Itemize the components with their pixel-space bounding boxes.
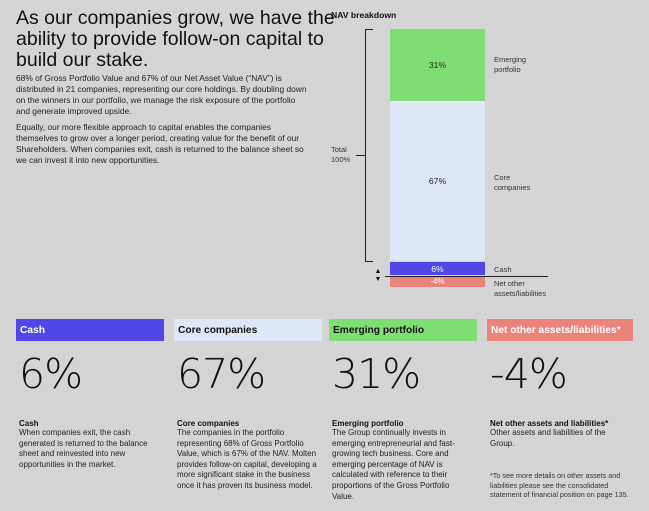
card-header: Emerging portfolio xyxy=(329,319,477,341)
card-header: Core companies xyxy=(174,319,322,341)
legend-net-line1: Net other xyxy=(494,279,525,288)
total-label-text: Total xyxy=(331,145,347,154)
legend-cash: Cash xyxy=(494,265,512,274)
bar-segment-cash: 6% xyxy=(390,262,485,275)
card-body: The Group continually invests in emergin… xyxy=(332,428,455,501)
footnote: *To see more details on other assets and… xyxy=(490,471,629,500)
chart-title: NAV breakdown xyxy=(331,10,397,20)
intro-paragraph-2: Equally, our more flexible approach to c… xyxy=(16,122,304,165)
card-body: When companies exit, the cash generated … xyxy=(19,428,148,469)
card-body-title: Net other assets and liabilities* xyxy=(490,419,609,428)
intro-paragraph-1: 68% of Gross Portfolio Value and 67% of … xyxy=(16,73,307,116)
legend-emerging: Emerging portfolio xyxy=(494,55,526,74)
card-body: Other assets and liabilities of the Grou… xyxy=(490,428,606,448)
card-percentage: 31% xyxy=(332,350,421,398)
card-net-other: Net other assets/liabilities* -4% Net ot… xyxy=(487,319,633,500)
legend-emerging-line2: portfolio xyxy=(494,64,521,74)
bar-segment-emerging: 31% xyxy=(390,29,485,101)
card-core-companies: Core companies 67% Core companies The co… xyxy=(174,319,322,492)
up-down-arrow-icon: ▲ ▼ xyxy=(373,268,383,284)
card-header: Net other assets/liabilities* xyxy=(487,319,633,341)
total-label-value: 100% xyxy=(331,155,351,164)
total-bracket-tick xyxy=(356,155,365,156)
legend-net: Net other assets/liabilities xyxy=(494,279,546,298)
card-percentage: -4% xyxy=(490,350,568,398)
legend-emerging-line1: Emerging xyxy=(494,55,527,64)
legend-core-line1: Core xyxy=(494,173,511,182)
total-label: Total 100% xyxy=(331,145,350,165)
card-body-title: Core companies xyxy=(177,419,240,428)
page-headline: As our companies grow, we have the abili… xyxy=(16,7,335,71)
legend-core: Core companies xyxy=(494,173,530,192)
bar-value-net: -4% xyxy=(430,277,445,286)
card-cash: Cash 6% Cash When companies exit, the ca… xyxy=(16,319,164,470)
card-body-title: Emerging portfolio xyxy=(332,419,404,428)
bar-value-core: 67% xyxy=(428,176,447,186)
legend-core-line2: companies xyxy=(494,182,531,192)
bar-value-cash: 6% xyxy=(431,263,444,274)
arrow-down-icon: ▼ xyxy=(374,276,382,283)
bar-value-emerging: 31% xyxy=(428,60,447,70)
bar-segment-core: 67% xyxy=(390,101,485,261)
card-body-title: Cash xyxy=(19,419,39,428)
arrow-up-icon: ▲ xyxy=(374,268,382,275)
card-percentage: 67% xyxy=(177,350,266,398)
card-header: Cash xyxy=(16,319,164,341)
legend-net-line2: assets/liabilities xyxy=(494,288,547,298)
card-body: The companies in the portfolio represent… xyxy=(177,428,317,490)
chart-baseline xyxy=(385,275,548,277)
total-bracket xyxy=(365,29,373,262)
card-emerging-portfolio: Emerging portfolio 31% Emerging portfoli… xyxy=(329,319,477,502)
bar-segment-net: -4% xyxy=(390,276,485,287)
intro-text: 68% of Gross Portfolio Value and 67% of … xyxy=(16,73,311,166)
card-percentage: 6% xyxy=(19,350,83,398)
